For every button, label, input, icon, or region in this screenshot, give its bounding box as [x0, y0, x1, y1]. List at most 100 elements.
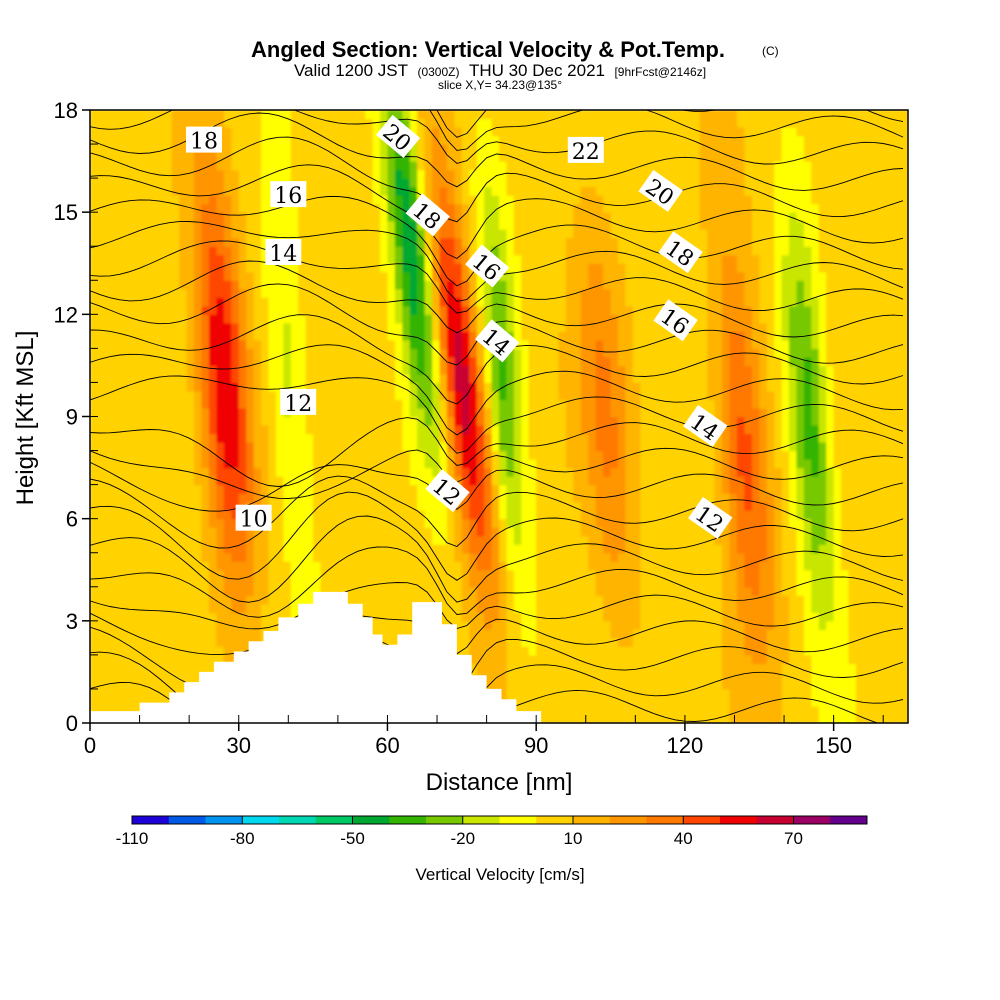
field-cell	[216, 629, 225, 639]
field-cell	[320, 561, 329, 571]
field-cell	[134, 544, 143, 554]
field-cell	[216, 195, 225, 205]
field-cell	[171, 467, 180, 477]
field-cell	[90, 297, 99, 307]
field-cell	[216, 152, 225, 162]
field-cell	[223, 646, 232, 656]
field-cell	[134, 416, 143, 426]
field-cell	[156, 654, 165, 664]
field-cell	[432, 459, 441, 469]
field-cell	[499, 407, 508, 418]
field-cell	[119, 544, 128, 554]
field-cell	[446, 212, 455, 222]
field-cell	[380, 510, 389, 520]
field-cell	[223, 425, 232, 435]
field-cell	[231, 646, 240, 656]
valid-zulu: (0300Z)	[417, 65, 459, 79]
field-cell	[231, 246, 240, 256]
field-cell	[528, 356, 537, 367]
field-cell	[119, 135, 128, 145]
field-cell	[469, 484, 478, 494]
field-cell	[238, 288, 247, 298]
field-cell	[313, 544, 322, 554]
field-cell	[573, 314, 582, 324]
field-cell	[179, 237, 188, 247]
field-cell	[402, 390, 411, 401]
field-cell	[461, 161, 470, 171]
field-cell	[521, 152, 530, 162]
field-cell	[551, 110, 560, 120]
field-cell	[134, 671, 143, 682]
field-cell	[365, 135, 374, 145]
field-cell	[506, 544, 515, 554]
field-cell	[119, 331, 128, 341]
field-cell	[216, 203, 225, 213]
field-cell	[432, 280, 441, 290]
field-cell	[521, 450, 530, 460]
field-cell	[484, 348, 493, 358]
field-cell	[424, 280, 433, 290]
field-cell	[290, 220, 299, 230]
field-cell	[127, 288, 136, 298]
field-cell	[290, 518, 299, 528]
field-cell	[551, 595, 560, 605]
field-cell	[558, 450, 567, 460]
field-cell	[499, 305, 508, 315]
field-cell	[424, 467, 433, 477]
field-cell	[313, 229, 322, 239]
field-cell	[171, 390, 180, 401]
field-cell	[171, 314, 180, 324]
field-cell	[112, 705, 121, 716]
field-cell	[588, 373, 597, 384]
field-cell	[499, 110, 508, 120]
field-cell	[409, 501, 418, 511]
field-cell	[521, 229, 530, 239]
field-cell	[565, 169, 574, 179]
field-cell	[543, 186, 552, 196]
field-cell	[171, 237, 180, 247]
field-cell	[164, 127, 173, 137]
field-cell	[171, 476, 180, 486]
field-cell	[342, 280, 351, 290]
field-cell	[432, 288, 441, 298]
field-cell	[201, 161, 210, 171]
field-cell	[186, 212, 195, 222]
field-cell	[350, 399, 359, 409]
field-cell	[119, 271, 128, 281]
field-cell	[506, 152, 515, 162]
field-cell	[499, 297, 508, 307]
field-cell	[461, 365, 470, 375]
field-cell	[97, 237, 106, 247]
field-cell	[588, 195, 597, 205]
field-cell	[387, 442, 396, 452]
field-cell	[246, 544, 255, 554]
field-cell	[595, 663, 604, 673]
field-cell	[156, 663, 165, 673]
field-cell	[528, 433, 537, 443]
field-cell	[142, 152, 151, 162]
field-cell	[149, 544, 158, 554]
field-cell	[528, 544, 537, 554]
field-cell	[194, 501, 203, 511]
field-cell	[513, 697, 522, 707]
field-cell	[298, 493, 307, 503]
field-cell	[320, 288, 329, 298]
field-cell	[320, 152, 329, 162]
field-cell	[179, 399, 188, 409]
field-cell	[536, 186, 545, 196]
field-cell	[521, 331, 530, 341]
field-cell	[402, 518, 411, 528]
field-cell	[149, 271, 158, 281]
field-cell	[565, 569, 574, 579]
field-cell	[268, 561, 277, 571]
field-cell	[580, 629, 589, 639]
field-cell	[588, 390, 597, 401]
field-cell	[491, 144, 500, 154]
field-cell	[171, 407, 180, 418]
field-cell	[446, 348, 455, 358]
field-cell	[484, 459, 493, 469]
field-cell	[142, 688, 151, 699]
field-cell	[565, 510, 574, 520]
field-cell	[432, 356, 441, 367]
field-cell	[439, 297, 448, 307]
